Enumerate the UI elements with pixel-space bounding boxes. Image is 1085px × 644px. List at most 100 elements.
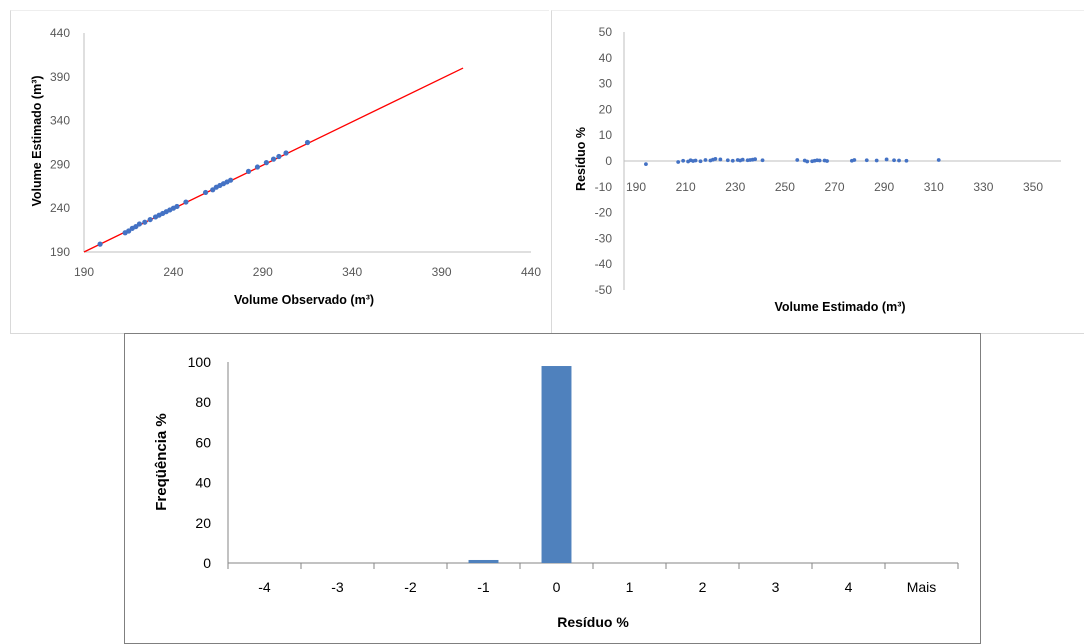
s1-data-point	[270, 156, 277, 162]
s2-data-point	[740, 157, 745, 162]
s2-x-tick-label: 310	[924, 180, 944, 194]
s2-data-point	[805, 159, 810, 164]
s2-data-point	[795, 158, 800, 162]
s2-data-point	[760, 158, 765, 163]
s2-data-point	[897, 158, 901, 163]
h-y-tick-label: 80	[195, 394, 211, 410]
s1-x-tick-label: 290	[253, 265, 273, 279]
s2-y-ticks: 50 40 30 20 10 0 -10 -20 -30 -40 -50	[595, 25, 613, 297]
s2-x-tick-label: 270	[824, 180, 844, 194]
h-bars	[468, 366, 572, 563]
s1-data-point	[136, 221, 143, 227]
s2-data-point	[874, 158, 879, 163]
s2-data-point	[884, 157, 889, 162]
histogram-panel: 0 20 40 60 80 100 -4 -3 -2 -1 0 1 2 3 4 Mais Resíduo %…	[124, 333, 981, 644]
h-x-tick-label: 3	[772, 579, 780, 595]
s1-points	[97, 139, 311, 247]
s1-x-tick-label: 440	[521, 265, 541, 279]
s2-y-tick-label: -20	[595, 206, 613, 220]
s2-data-point	[817, 158, 822, 163]
s1-data-point	[174, 203, 180, 210]
s2-x-tick-label: 330	[973, 180, 993, 194]
s1-data-point	[283, 150, 289, 156]
h-x-axis-title: Resíduo %	[557, 614, 629, 630]
histogram-chart: 0 20 40 60 80 100 -4 -3 -2 -1 0 1 2 3 4 Mais Resíduo %…	[153, 354, 959, 630]
h-y-tick-label: 100	[188, 354, 212, 370]
s1-y-tick-label: 190	[50, 245, 70, 259]
s1-data-point	[210, 187, 216, 193]
s1-data-point	[183, 199, 189, 205]
s2-data-point	[936, 158, 941, 162]
s2-data-point	[698, 159, 703, 164]
s1-x-tick-label: 390	[432, 265, 452, 279]
s1-axes	[83, 33, 531, 253]
s2-data-point	[892, 158, 896, 163]
s2-points	[644, 157, 941, 166]
s1-data-point	[142, 219, 148, 225]
s2-data-point	[693, 158, 698, 163]
s2-x-tick-label: 230	[725, 180, 745, 194]
s2-data-point	[852, 158, 857, 162]
residual-panel: 190 210 230 250 270 290 310 330 350 50 40 30 20 10 0 -…	[551, 10, 1084, 334]
s1-data-point	[304, 139, 311, 146]
s2-x-tick-label: 290	[874, 180, 894, 194]
h-x-tick-label: 0	[553, 579, 561, 595]
h-x-tick-label: 4	[845, 579, 853, 595]
h-y-tick-label: 40	[195, 475, 211, 491]
s2-x-tick-label: 190	[626, 180, 646, 194]
s1-x-tick-label: 340	[342, 265, 362, 279]
s2-y-tick-label: 30	[599, 77, 613, 91]
s2-y-tick-label: 40	[599, 51, 613, 65]
s1-y-tick-label: 290	[50, 157, 70, 171]
s1-x-tick-label: 190	[74, 265, 94, 279]
s1-y-axis-title: Volume Estimado (m³)	[30, 75, 44, 206]
s2-y-tick-label: -30	[595, 231, 613, 245]
s2-data-point	[703, 158, 708, 162]
s2-y-tick-label: -10	[595, 180, 613, 194]
s2-data-point	[904, 158, 909, 163]
h-x-tick-label: -1	[477, 579, 490, 595]
s1-y-tick-label: 240	[50, 201, 70, 215]
s2-data-point	[644, 162, 648, 166]
s2-data-point	[730, 158, 735, 163]
s2-x-tick-label: 250	[775, 180, 795, 194]
s1-data-point	[147, 216, 153, 223]
s2-x-tick-label: 350	[1023, 180, 1043, 194]
observed-vs-estimated-panel: 190 240 290 340 390 440 190 240 290 340 390 440 Vo…	[10, 10, 549, 334]
s2-data-point	[681, 158, 686, 163]
s2-x-axis-title: Volume Estimado (m³)	[774, 300, 905, 314]
s1-x-ticks: 190 240 290 340 390 440	[74, 265, 541, 279]
s2-y-tick-label: 0	[605, 154, 612, 168]
s1-data-point	[276, 153, 282, 160]
s1-data-point	[126, 228, 132, 234]
s2-data-point	[718, 157, 723, 162]
s1-y-tick-label: 440	[50, 26, 70, 40]
s2-y-axis-title: Resíduo %	[574, 127, 588, 191]
s2-data-point	[753, 157, 757, 162]
h-x-tick-label: Mais	[907, 579, 937, 595]
s2-data-point	[864, 158, 869, 163]
s2-x-ticks: 190 210 230 250 270 290 310 330 350	[626, 180, 1043, 194]
s1-x-axis-title: Volume Observado (m³)	[234, 293, 374, 307]
h-x-tick-label: -2	[404, 579, 417, 595]
h-y-tick-label: 60	[195, 434, 211, 450]
s2-y-tick-label: 20	[599, 102, 613, 116]
s1-data-point	[133, 223, 139, 230]
s1-y-tick-label: 390	[50, 70, 70, 84]
s2-data-point	[676, 160, 681, 164]
h-y-tick-label: 20	[195, 515, 211, 531]
s1-data-point	[245, 168, 252, 175]
s1-data-point	[254, 164, 261, 170]
h-axes	[227, 362, 958, 564]
s2-y-tick-label: 50	[599, 25, 613, 39]
h-y-ticks: 0 20 40 60 80 100	[188, 354, 212, 571]
s1-data-point	[97, 241, 103, 247]
observed-vs-estimated-chart: 190 240 290 340 390 440 190 240 290 340 390 440 Vo…	[30, 26, 541, 307]
h-x-tick-label: 1	[626, 579, 634, 595]
h-x-tick-label: -3	[331, 579, 344, 595]
h-x-tick-label: -4	[258, 579, 271, 595]
s1-data-point	[202, 189, 209, 196]
s2-data-point	[713, 157, 718, 161]
h-y-axis-title: Freqüência %	[153, 413, 170, 511]
h-x-ticks: -4 -3 -2 -1 0 1 2 3 4 Mais	[227, 563, 959, 595]
